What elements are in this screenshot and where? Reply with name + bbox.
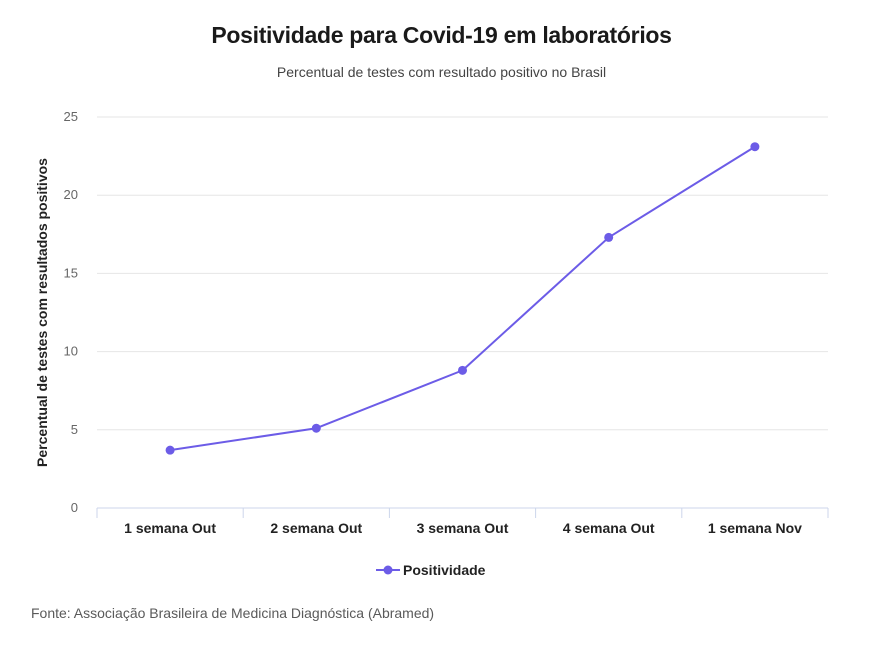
y-axis-ticks: 0 5 10 15 20 25	[64, 109, 78, 515]
data-point[interactable]	[458, 365, 467, 375]
y-axis-label: Percentual de testes com resultados posi…	[34, 158, 50, 467]
legend[interactable]: Positividade	[376, 562, 486, 578]
x-tick-label: 1 semana Out	[124, 520, 216, 536]
series-line	[169, 145, 756, 452]
y-tick-label: 15	[64, 265, 78, 280]
x-axis: 1 semana Out 2 semana Out 3 semana Out 4 se…	[96, 507, 829, 536]
series-group	[165, 142, 760, 455]
x-tick-label: 2 semana Out	[270, 520, 362, 536]
x-tick-label: 1 semana Nov	[708, 520, 802, 536]
data-point[interactable]	[750, 142, 760, 152]
chart-title: Positividade para Covid-19 em laboratóri…	[211, 22, 672, 48]
x-tick-label: 4 semana Out	[563, 520, 655, 536]
chart-subtitle: Percentual de testes com resultado posit…	[276, 64, 607, 80]
source-note: Fonte: Associação Brasileira de Medicina…	[31, 605, 435, 621]
legend-marker-icon	[383, 565, 393, 575]
y-tick-label: 10	[64, 344, 78, 359]
data-point[interactable]	[311, 423, 321, 433]
y-tick-label: 20	[64, 187, 78, 202]
legend-item-label[interactable]: Positividade	[403, 562, 486, 578]
gridlines	[97, 116, 828, 431]
y-tick-label: 0	[71, 500, 78, 515]
y-tick-label: 5	[71, 422, 78, 437]
x-tick-label: 3 semana Out	[417, 520, 509, 536]
data-point[interactable]	[604, 232, 614, 242]
y-tick-label: 25	[64, 109, 78, 124]
data-point[interactable]	[165, 445, 175, 455]
